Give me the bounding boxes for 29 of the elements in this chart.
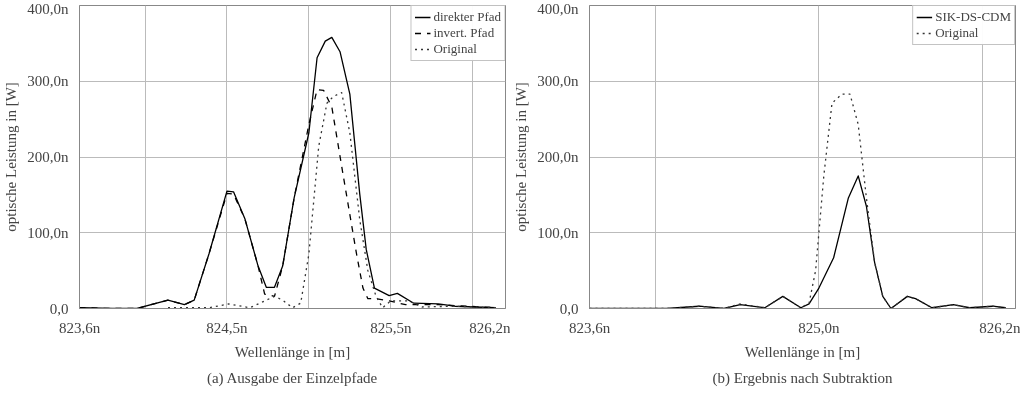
legend-label: invert. Pfad (433, 25, 495, 41)
x-tick-label: 825,5n (370, 319, 412, 336)
x-tick-label: 826,2n (469, 319, 511, 336)
legend-label: SIK-DS-CDM (935, 9, 1011, 25)
y-tick-label: 100,0n (27, 224, 69, 241)
legend-label: direkter Pfad (433, 9, 501, 25)
legend-label: Original (935, 25, 979, 41)
y-tick-label: 100,0n (537, 224, 579, 241)
x-tick-label: 823,6n (568, 319, 611, 336)
x-tick-label: 825,0n (798, 319, 841, 336)
y-axis-title: optische Leistung in [W] (513, 82, 530, 232)
y-tick-label: 200,0n (27, 149, 69, 165)
y-tick-label: 200,0n (537, 149, 579, 165)
legend-label: Original (433, 41, 477, 57)
text: (a) Ausgabe der Einzelpfade (206, 369, 378, 387)
y-axis-title: optische Leistung in [W] (3, 82, 20, 232)
text: (b) Ergebnis nach Subtraktion (712, 369, 894, 387)
y-tick-label: 400,0n (537, 0, 579, 17)
y-tick-label: 300,0n (27, 73, 69, 90)
x-axis-title: Wellenlänge in [m] (744, 343, 861, 360)
x-axis-title: Wellenlänge in [m] (234, 343, 351, 360)
y-tick-label: 400,0n (27, 0, 69, 17)
y-tick-label: 0,0 (49, 300, 69, 317)
x-tick-label: 824,5n (206, 319, 249, 336)
line-series (167, 91, 497, 309)
y-tick-label: 0,0 (559, 300, 579, 317)
y-tick-label: 300,0n (537, 73, 579, 90)
x-tick-label: 826,2n (979, 319, 1021, 336)
x-tick-label: 823,6n (58, 319, 101, 336)
